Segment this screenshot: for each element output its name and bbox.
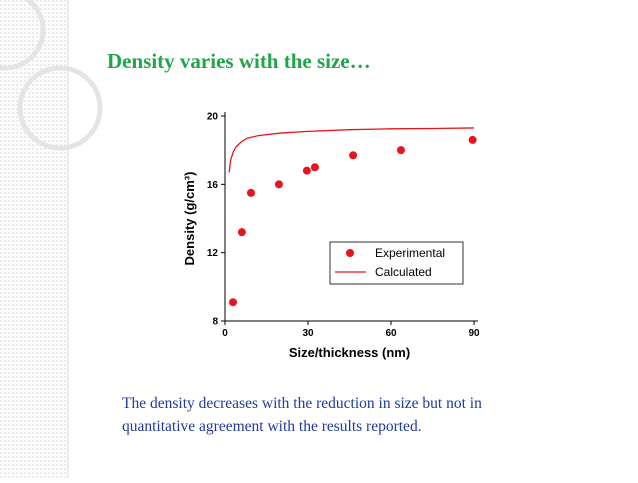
y-tick-label: 20 — [207, 112, 219, 123]
data-point — [302, 166, 311, 175]
caption-line: quantitative agreement with the results … — [122, 418, 422, 435]
data-point — [237, 228, 246, 237]
legend-label: Experimental — [375, 246, 445, 260]
side-pattern — [0, 0, 68, 478]
data-line — [228, 127, 475, 173]
deco-circle — [17, 65, 103, 151]
data-point — [468, 135, 477, 144]
y-axis-label: Density (g/cm³) — [182, 172, 197, 266]
data-point — [310, 163, 319, 172]
caption-line: The density decreases with the reduction… — [122, 395, 482, 412]
y-tick-label: 16 — [207, 180, 219, 191]
legend-symbol — [346, 249, 354, 257]
y-tick-label: 12 — [207, 248, 219, 259]
x-tick-label: 60 — [385, 328, 397, 339]
x-axis-label: Size/thickness (nm) — [289, 345, 410, 360]
data-point — [229, 298, 238, 307]
x-tick-label: 30 — [302, 328, 314, 339]
deco-circle — [0, 0, 46, 71]
data-point — [274, 180, 283, 189]
legend-box — [329, 241, 464, 285]
legend-label: Calculated — [375, 265, 432, 279]
data-point — [247, 188, 256, 197]
x-tick-label: 0 — [222, 328, 228, 339]
slide-title: Density varies with the size… — [107, 49, 371, 73]
data-point — [349, 151, 358, 160]
chart: 8 12 16 20 0 30 60 90 Size/thickness (nm) Density… — [182, 112, 480, 361]
x-tick-label: 90 — [468, 328, 480, 339]
y-tick-label: 8 — [212, 317, 218, 328]
data-point — [396, 146, 405, 155]
